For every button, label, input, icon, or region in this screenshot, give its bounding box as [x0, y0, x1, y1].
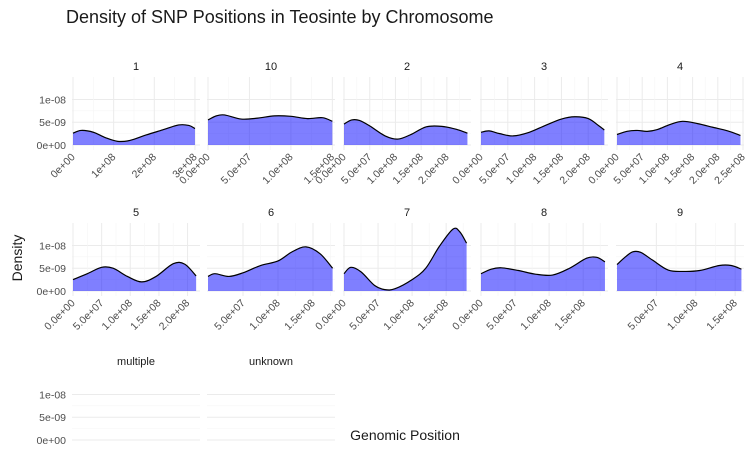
x-tick-label: 0.0e+00 — [42, 297, 78, 333]
x-tick-label: 1.5e+08 — [415, 297, 451, 333]
density-area-chr-6 — [208, 246, 333, 291]
x-tick-label: 1.0e+08 — [260, 151, 296, 187]
x-tick-label: 1.5e+08 — [704, 297, 740, 333]
x-tick-label: 1e+08 — [89, 151, 118, 180]
x-tick-label: 5.0e+07 — [626, 297, 662, 333]
density-line-chr-7 — [343, 227, 468, 291]
y-tick-label: 5e-09 — [39, 412, 66, 424]
facet-strip-label: 2 — [404, 61, 410, 73]
x-tick-label: 2e+08 — [130, 151, 159, 180]
facet-panel-10: 100.0e+00 5.0e+07 1.0e+08 1.5e+08 — [177, 61, 337, 187]
facet-strip-label: unknown — [249, 356, 293, 368]
x-tick-label: 0.0e+00 — [313, 297, 349, 333]
panel-background — [72, 372, 200, 445]
x-tick-label: 5.0e+07 — [71, 297, 107, 333]
density-line-chr-6 — [207, 246, 334, 278]
x-tick-label: 5.0e+07 — [212, 297, 248, 333]
x-axis-title: Genomic Position — [350, 427, 460, 443]
density-line-chr-4 — [616, 120, 741, 137]
facet-strip-label: 7 — [404, 207, 410, 219]
y-tick-label: 1e-08 — [39, 94, 66, 106]
x-tick-label: 5.0e+07 — [484, 297, 520, 333]
density-area-chr-9 — [617, 251, 742, 291]
y-tick-label: 0e+00 — [37, 286, 67, 298]
x-tick-label: 1.0e+08 — [381, 297, 417, 333]
chart-title: Density of SNP Positions in Teosinte by … — [66, 7, 494, 27]
facet-panel-8: 8 0.0e+005.0e+071.0e+081.5e+08 — [450, 207, 608, 333]
facet-strip-label: 1 — [133, 61, 139, 73]
panel-background — [207, 372, 335, 445]
density-line-chr-5 — [72, 261, 197, 283]
density-area-chr-3 — [481, 116, 605, 145]
facet-strip-label: 8 — [541, 207, 547, 219]
y-tick-label: 1e-08 — [39, 389, 66, 401]
facet-panel-multiple: multiple 0e+00 5e-09 1e-08 — [37, 356, 200, 447]
facet-strip-label: 5 — [133, 207, 139, 219]
facet-panel-unknown: unknown — [207, 356, 335, 445]
facet-panel-5: 5 0e+00 5e-09 1e-08 0.0e+005.0e+071.0e+081.5… — [37, 207, 200, 333]
x-tick-label: 1.0e+08 — [518, 297, 554, 333]
density-area-chr-2 — [344, 119, 468, 145]
facet-panel-9: 9 5.0e+07 1.0e+08 1.5e+08 — [616, 207, 744, 333]
y-axis-title: Density — [9, 235, 25, 282]
y-tick-label: 1e-08 — [39, 240, 66, 252]
x-tick-label: 0e+00 — [48, 151, 77, 180]
facet-strip-label: 3 — [541, 61, 547, 73]
x-tick-label: 0.0e+00 — [450, 297, 486, 333]
density-line-chr-1 — [72, 124, 196, 143]
facet-panel-2: 20.0e+005.0e+071.0e+081.5e+082.0e+08 — [313, 61, 471, 187]
y-tick-label: 0e+00 — [37, 435, 67, 447]
x-tick-label: 5.0e+07 — [219, 151, 255, 187]
facet-panel-4: 40.0e+005.0e+071.0e+081.5e+082.0e+082.5e… — [586, 61, 748, 187]
facet-strip-label: 10 — [265, 61, 277, 73]
facet-strip-label: 9 — [677, 207, 683, 219]
x-tick-label: 1.0e+08 — [665, 297, 701, 333]
x-tick-label: 1.0e+08 — [99, 297, 135, 333]
density-area-chr-8 — [481, 256, 605, 291]
x-tick-label: 5.0e+07 — [347, 297, 383, 333]
x-tick-label: 1.0e+08 — [247, 297, 283, 333]
facet-strip-label: multiple — [117, 356, 155, 368]
facet-panel-3: 30.0e+005.0e+071.0e+081.5e+082.0e+08 — [450, 61, 608, 187]
density-line-chr-9 — [616, 250, 742, 273]
x-tick-label: 1.5e+08 — [128, 297, 164, 333]
facet-strip-label: 6 — [268, 207, 274, 219]
x-tick-label: 1.5e+08 — [282, 297, 318, 333]
x-tick-label: 1.5e+08 — [552, 297, 588, 333]
density-area-chr-4 — [617, 121, 741, 145]
density-line-chr-3 — [480, 116, 605, 137]
density-line-chr-8 — [480, 256, 606, 277]
x-tick-label: 2.0e+08 — [157, 297, 193, 333]
density-line-chr-2 — [343, 118, 468, 140]
density-area-chr-7 — [344, 228, 467, 291]
facet-strip-label: 4 — [677, 61, 683, 73]
density-area-chr-10 — [208, 114, 333, 145]
y-tick-label: 5e-09 — [39, 117, 66, 129]
y-tick-label: 0e+00 — [37, 140, 67, 152]
facet-panel-6: 6 5.0e+07 1.0e+08 1.5e+08 — [207, 207, 335, 333]
density-line-chr-10 — [207, 114, 333, 122]
facet-panel-7: 7 0.0e+005.0e+071.0e+081.5e+08 — [313, 207, 471, 333]
y-tick-label: 5e-09 — [39, 263, 66, 275]
